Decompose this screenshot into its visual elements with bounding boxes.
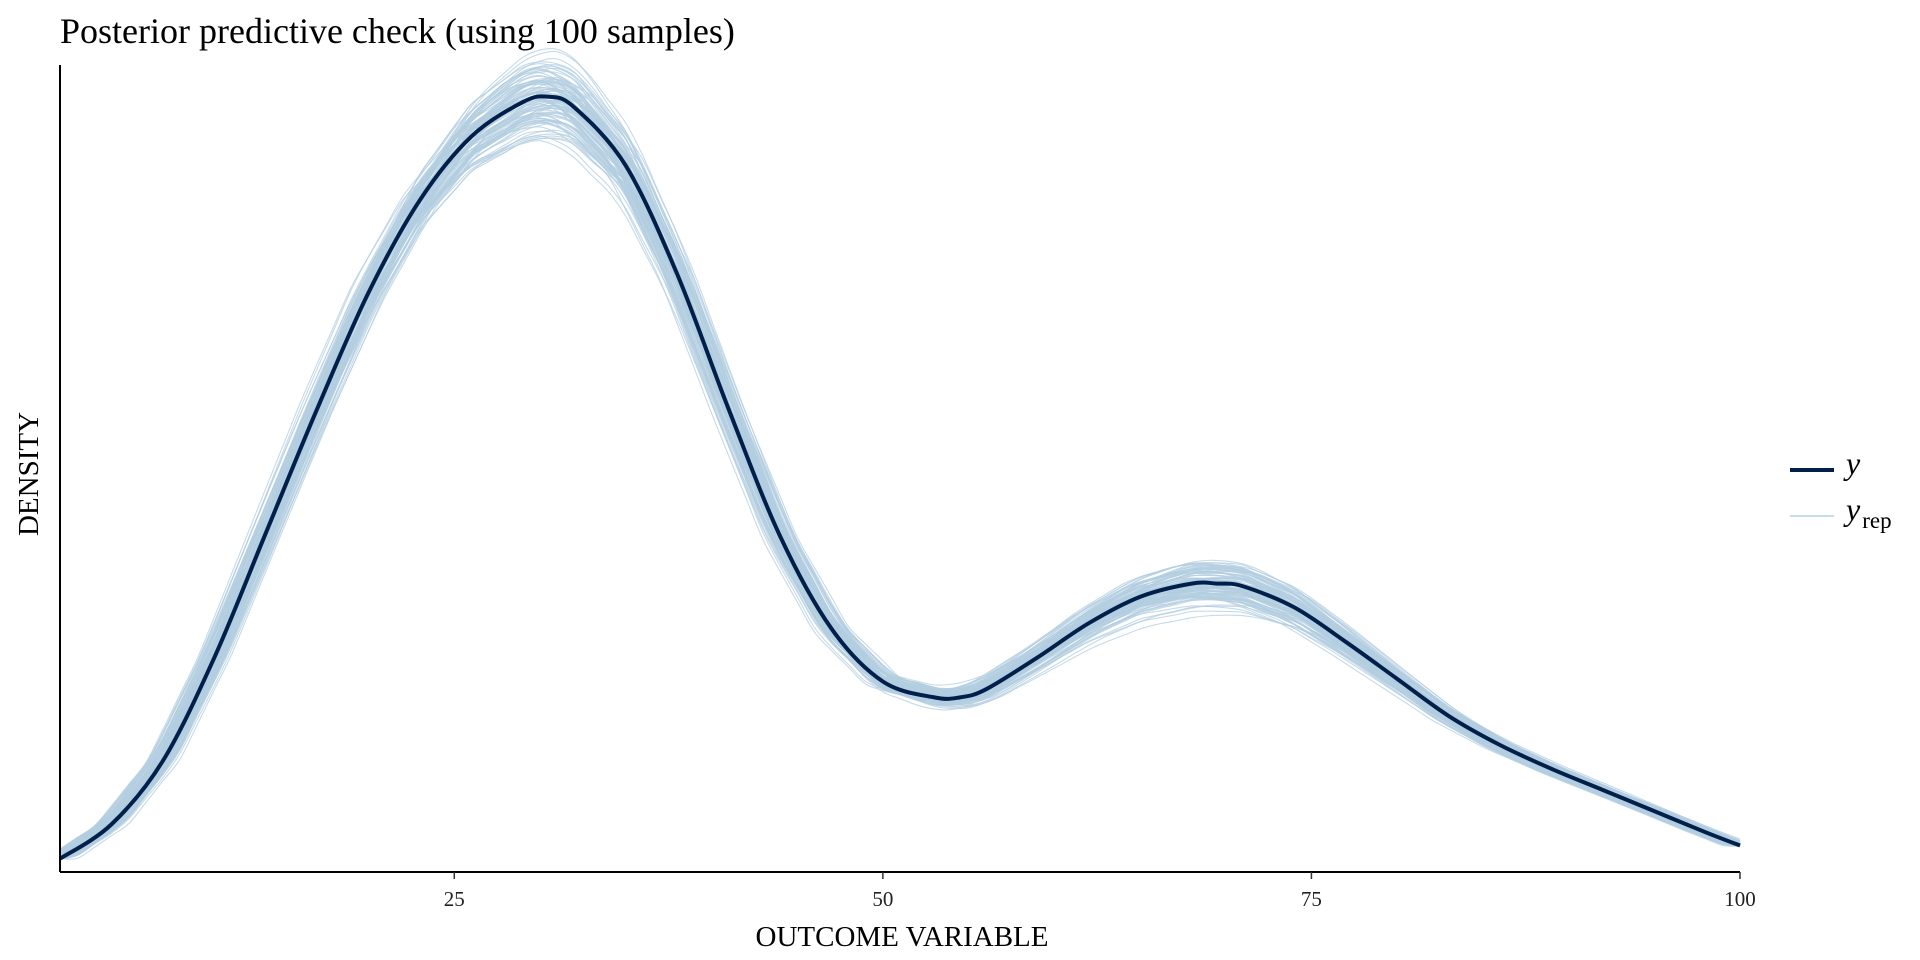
yrep-line	[59, 133, 1741, 860]
x-tick-label: 25	[444, 887, 465, 911]
yrep-line	[59, 135, 1741, 860]
legend-label-yrep: yrep	[1843, 491, 1892, 533]
legend-label-y: y	[1843, 445, 1861, 481]
yrep-line	[59, 91, 1741, 859]
x-axis-ticks: 25 50 75 100	[444, 872, 1756, 911]
y-axis-label: DENSITY	[13, 412, 45, 536]
yrep-line	[59, 82, 1741, 859]
yrep-line	[59, 116, 1741, 850]
x-tick-label: 75	[1301, 887, 1322, 911]
yrep-line	[59, 137, 1741, 860]
yrep-line	[59, 83, 1741, 852]
x-tick-label: 50	[872, 887, 893, 911]
chart-title: Posterior predictive check (using 100 sa…	[60, 11, 735, 51]
y-line	[58, 94, 1741, 861]
yrep-line	[59, 87, 1741, 858]
y-series-group	[58, 94, 1741, 861]
yrep-line	[59, 122, 1741, 860]
x-axis-label: OUTCOME VARIABLE	[756, 921, 1049, 953]
yrep-line	[59, 105, 1741, 859]
yrep-line	[59, 137, 1741, 860]
x-tick-label: 100	[1724, 887, 1756, 911]
legend: y yrep	[1790, 445, 1892, 533]
